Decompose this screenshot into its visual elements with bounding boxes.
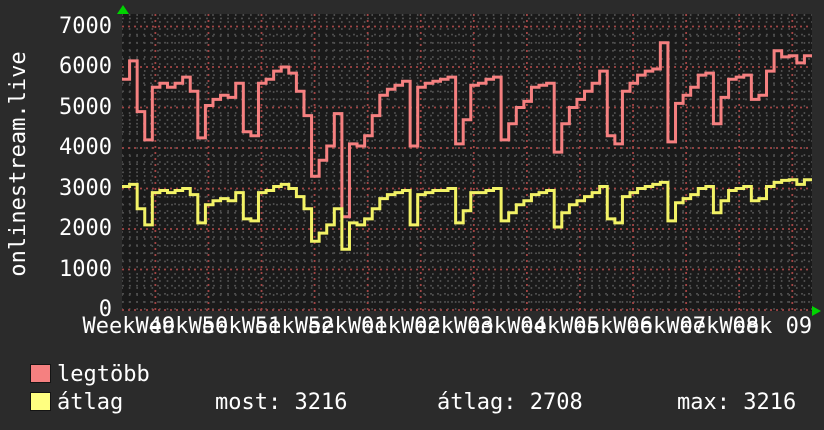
stat-most: most: 3216 [215,390,347,416]
legend-label-atlag: átlag [57,390,124,415]
stat-max-label: max: [677,390,744,415]
stat-atlag-value: 2708 [529,390,583,415]
x-tick-label: Week 49 [82,314,176,339]
y-axis-arrow-icon [117,5,129,14]
x-tick-label: Week 51 [188,314,282,339]
x-axis-arrow-icon [812,306,821,316]
y-tick-label: 4000 [59,135,112,160]
x-tick-label: Week 08 [666,314,760,339]
series-line-1 [122,178,812,251]
x-tick-label: Week 03 [400,314,494,339]
x-tick-label: Week 07 [613,314,706,339]
legend-label-legtobb: legtöbb [57,362,150,387]
x-tick-label: Week 52 [241,314,335,339]
y-tick-label: 1000 [59,256,112,282]
plot-area [122,14,812,311]
stat-most-value: 3216 [294,390,348,415]
x-tick-label: Week 01 [294,314,388,339]
stat-max: max: 3216 [677,390,796,416]
y-tick-label: 0 [98,297,112,322]
x-tick-label: Week 04 [454,314,547,339]
x-tick-label: Week 06 [560,314,653,339]
x-tick-label: Week 50 [135,314,229,339]
chart-canvas [122,14,812,311]
x-tick-label: Week 02 [347,314,441,339]
y-tick-label: 7000 [59,13,112,39]
y-tick-label: 2000 [59,216,112,241]
x-tick-label: Week 05 [507,314,600,339]
x-tick-label: Week 09 [719,314,813,339]
y-tick-label: 3000 [59,175,112,201]
stat-most-label: most: [215,390,295,415]
stat-atlag-label: átlag: [437,390,530,415]
legend-swatch-legtobb [30,364,51,383]
stat-atlag: átlag: 2708 [437,390,583,416]
legend-swatch-atlag [30,392,51,411]
y-tick-label: 6000 [59,54,112,79]
series-line-0 [122,41,812,219]
stat-max-value: 3216 [743,390,797,415]
y-tick-label: 5000 [59,94,112,120]
